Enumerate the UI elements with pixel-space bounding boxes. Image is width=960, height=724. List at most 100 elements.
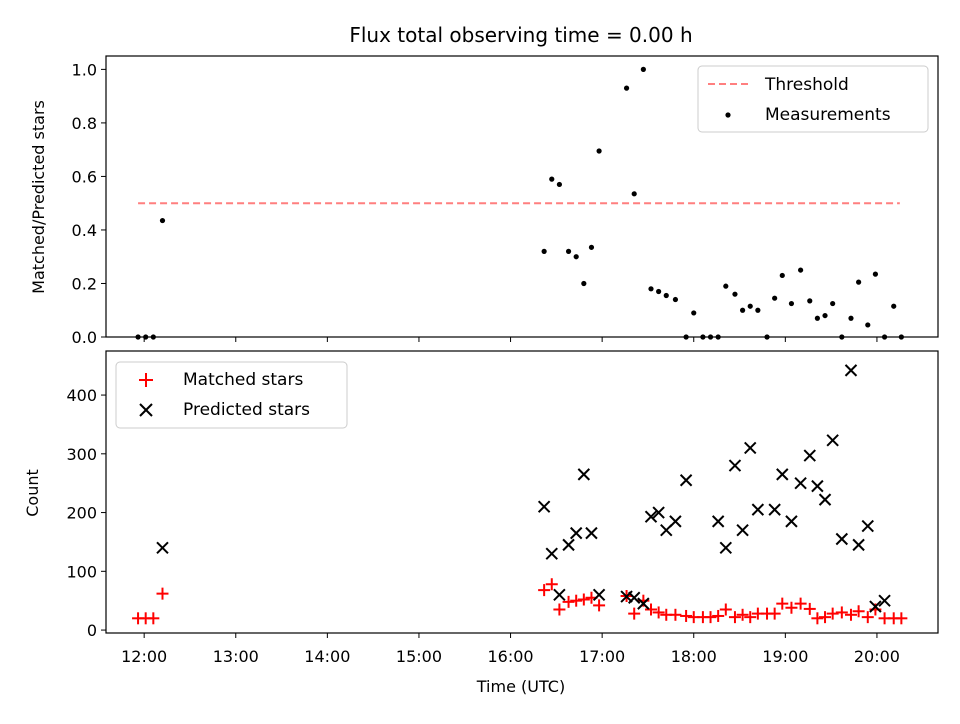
matched-point <box>712 609 725 622</box>
predicted-point <box>861 519 874 533</box>
matched-point <box>545 578 558 591</box>
matched-point <box>669 608 682 621</box>
predicted-point <box>852 538 865 552</box>
measurement-point <box>732 291 738 297</box>
matched-point <box>852 605 865 618</box>
predicted-point <box>562 538 575 552</box>
predicted-point <box>637 597 650 610</box>
x-tick-label: 16:00 <box>487 647 533 666</box>
matched-point <box>803 602 816 615</box>
x-tick-label: 19:00 <box>762 647 808 666</box>
measurement-point <box>556 181 563 188</box>
matched-point <box>895 612 908 625</box>
matched-point <box>785 601 798 614</box>
matched-point <box>794 597 807 610</box>
matched-point <box>570 594 583 607</box>
count-y-tick-label: 400 <box>66 386 97 405</box>
legend-matched-label: Matched stars <box>183 370 303 390</box>
matched-point <box>628 607 641 620</box>
ratio-panel: 0.0 0.2 0.4 0.6 0.8 1.0 Matched/Predicted sta… <box>29 55 939 347</box>
predicted-point <box>785 515 798 528</box>
count-legend: Matched stars Predicted stars <box>115 361 348 429</box>
measurement-point <box>807 298 813 304</box>
x-tick-label: 12:00 <box>121 647 167 666</box>
matched-point <box>768 607 781 620</box>
matched-point <box>147 612 160 625</box>
predicted-point <box>644 510 658 523</box>
measurement-point <box>159 217 166 224</box>
predicted-point <box>728 459 742 472</box>
predicted-point <box>592 588 606 602</box>
predicted-point <box>826 434 839 447</box>
predicted-point <box>627 591 641 604</box>
measurement-point <box>872 271 879 277</box>
measurement-point <box>672 296 679 303</box>
predicted-point <box>679 474 693 487</box>
legend-threshold-label: Threshold <box>764 75 849 95</box>
predicted-point <box>156 541 169 555</box>
matched-point <box>644 603 657 616</box>
measurement-point <box>788 300 795 307</box>
measurement-point <box>822 312 828 319</box>
count-y-tick-label: 100 <box>66 562 97 581</box>
matched-point <box>538 584 551 597</box>
measurement-point <box>623 85 630 91</box>
matched-point <box>728 611 741 624</box>
x-tick-label: 20:00 <box>854 647 900 666</box>
measurement-point <box>739 307 746 313</box>
matched-point <box>861 611 874 624</box>
measurement-point <box>663 292 669 299</box>
matched-point <box>719 603 732 616</box>
measurement-point <box>755 307 761 313</box>
measurement-point <box>541 248 547 254</box>
measurement-point <box>573 254 579 260</box>
x-tick-label: 13:00 <box>213 647 259 666</box>
predicted-point <box>585 526 598 540</box>
matched-point <box>577 593 590 606</box>
measurement-point <box>891 303 897 309</box>
measurement-point <box>549 176 555 182</box>
matched-point <box>704 611 717 624</box>
predicted-point <box>803 449 816 462</box>
predicted-point <box>744 441 757 455</box>
measurement-point <box>830 300 836 307</box>
legend-measurements-marker <box>725 112 731 118</box>
predicted-point <box>776 468 789 481</box>
measurement-point <box>656 288 662 295</box>
predicted-point <box>569 526 583 540</box>
predicted-point <box>669 515 682 528</box>
measurement-point <box>798 267 804 273</box>
measurement-point <box>814 315 820 321</box>
ratio-legend: Threshold Measurements <box>697 65 929 133</box>
count-y-axis-label: Count <box>23 469 42 517</box>
legend-predicted-marker <box>139 403 153 417</box>
count-y-tick-label: 200 <box>66 504 97 523</box>
count-panel: 0 100 200 300 400 12:00 13:00 14:00 15:00 16:00 1… <box>23 350 939 696</box>
measurement-point <box>596 148 602 154</box>
matched-point <box>744 611 757 624</box>
predicted-point <box>545 547 558 560</box>
ratio-y-tick-label: 0.0 <box>72 328 97 347</box>
ratio-y-tick-label: 0.8 <box>72 114 97 133</box>
measurement-point <box>848 315 854 321</box>
predicted-point <box>537 500 551 513</box>
measurement-point <box>772 295 778 301</box>
matched-point <box>835 606 848 619</box>
measurement-point <box>747 303 753 309</box>
measurement-point <box>723 283 729 289</box>
ratio-y-tick-label: 0.4 <box>72 221 97 240</box>
measurement-point <box>565 248 572 254</box>
ratio-plot-frame <box>105 55 939 338</box>
x-tick-label: 18:00 <box>671 647 717 666</box>
x-tick-label: 15:00 <box>396 647 442 666</box>
matched-point <box>553 603 566 616</box>
predicted-point <box>711 515 725 528</box>
predicted-point <box>736 523 749 537</box>
predicted-point <box>869 600 882 613</box>
measurement-point <box>779 272 785 279</box>
measurement-point <box>691 310 697 316</box>
predicted-point <box>811 479 824 493</box>
measurement-point <box>856 279 862 285</box>
predicted-point <box>577 468 591 481</box>
legend-measurements-label: Measurements <box>765 105 891 125</box>
